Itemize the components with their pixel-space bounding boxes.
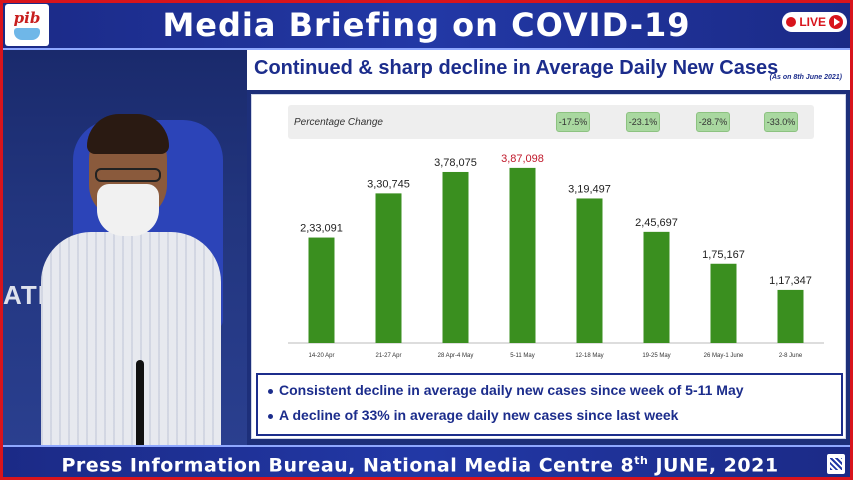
speaker-hair <box>87 114 169 154</box>
footer-text: Press Information Bureau, National Media… <box>20 454 820 476</box>
bullet-icon <box>268 413 273 419</box>
bar-2 <box>442 171 469 343</box>
live-label: LIVE <box>799 15 826 29</box>
speaker-glasses <box>95 168 161 182</box>
percentage-change-badge: -17.5% <box>556 112 590 132</box>
mask-icon <box>14 28 40 40</box>
x-tick-label-5: 19-25 May <box>642 353 670 359</box>
speaker <box>41 110 221 445</box>
footer-text-prefix: Press Information Bureau, National Media… <box>61 454 635 477</box>
pib-logo-text: pib <box>13 9 41 27</box>
data-label-4: 3,19,497 <box>568 183 611 195</box>
data-label-5: 2,45,697 <box>635 217 678 229</box>
bar-7 <box>777 289 804 343</box>
x-tick-label-4: 12-18 May <box>575 353 603 359</box>
bar-3 <box>509 167 536 343</box>
data-label-6: 1,75,167 <box>702 249 745 261</box>
bar-4 <box>576 198 603 343</box>
percentage-change-badge: -28.7% <box>696 112 730 132</box>
slide-header: Continued & sharp decline in Average Dai… <box>247 50 850 90</box>
data-label-3: 3,87,098 <box>501 153 544 165</box>
x-tick-label-2: 28 Apr-4 May <box>438 353 474 359</box>
slide-title: Continued & sharp decline in Average Dai… <box>254 57 779 79</box>
play-icon <box>829 15 843 29</box>
pib-logo: pib <box>5 4 49 46</box>
bullet-list: Consistent decline in average daily new … <box>256 373 843 436</box>
speaker-shirt <box>41 232 221 445</box>
bar-chart: 2,33,091 14-20 Apr 3,30,745 21-27 Apr 3,78,0… <box>288 153 824 359</box>
percentage-change-label: Percentage Change <box>294 117 383 128</box>
footer-text-suffix: JUNE, 2021 <box>648 454 779 477</box>
bullet-item: Consistent decline in average daily new … <box>268 382 744 398</box>
data-label-1: 3,30,745 <box>367 178 410 190</box>
presentation-slide: Continued & sharp decline in Average Dai… <box>247 50 850 445</box>
x-tick-label-7: 2-8 June <box>779 353 803 359</box>
bar-5 <box>643 231 670 343</box>
data-label-0: 2,33,091 <box>300 223 343 235</box>
percentage-change-row: Percentage Change -17.5% -23.1% -28.7% -… <box>288 105 814 139</box>
channel-icon <box>827 454 845 474</box>
microphone <box>136 360 144 445</box>
data-label-2: 3,78,075 <box>434 157 477 169</box>
slide-date-note: (As on 8th June 2021) <box>769 74 842 81</box>
bullet-text: A decline of 33% in average daily new ca… <box>279 407 679 423</box>
top-banner: pib Media Briefing on COVID-19 LIVE <box>0 0 853 50</box>
bar-6 <box>710 263 737 343</box>
footer-text-sup: th <box>634 454 649 467</box>
live-dot-icon <box>786 17 797 27</box>
bottom-banner: Press Information Bureau, National Media… <box>0 445 853 480</box>
x-tick-label-3: 5-11 May <box>510 353 535 359</box>
slide-body: Percentage Change -17.5% -23.1% -28.7% -… <box>251 94 846 439</box>
live-badge[interactable]: LIVE <box>782 12 847 32</box>
x-tick-label-0: 14-20 Apr <box>308 353 334 359</box>
data-label-7: 1,17,347 <box>769 275 812 287</box>
bar-0 <box>308 237 335 343</box>
speaker-video: ATIONAL <box>3 50 247 445</box>
banner-title: Media Briefing on COVID-19 <box>162 6 691 44</box>
percentage-change-badge: -23.1% <box>626 112 660 132</box>
bullet-text: Consistent decline in average daily new … <box>279 382 744 398</box>
x-tick-label-1: 21-27 Apr <box>375 353 401 359</box>
x-tick-label-6: 26 May-1 June <box>704 353 744 359</box>
percentage-change-badge: -33.0% <box>764 112 798 132</box>
bullet-item: A decline of 33% in average daily new ca… <box>268 407 678 423</box>
bar-1 <box>375 193 402 343</box>
bullet-icon <box>268 388 273 394</box>
speaker-mask <box>97 184 159 236</box>
